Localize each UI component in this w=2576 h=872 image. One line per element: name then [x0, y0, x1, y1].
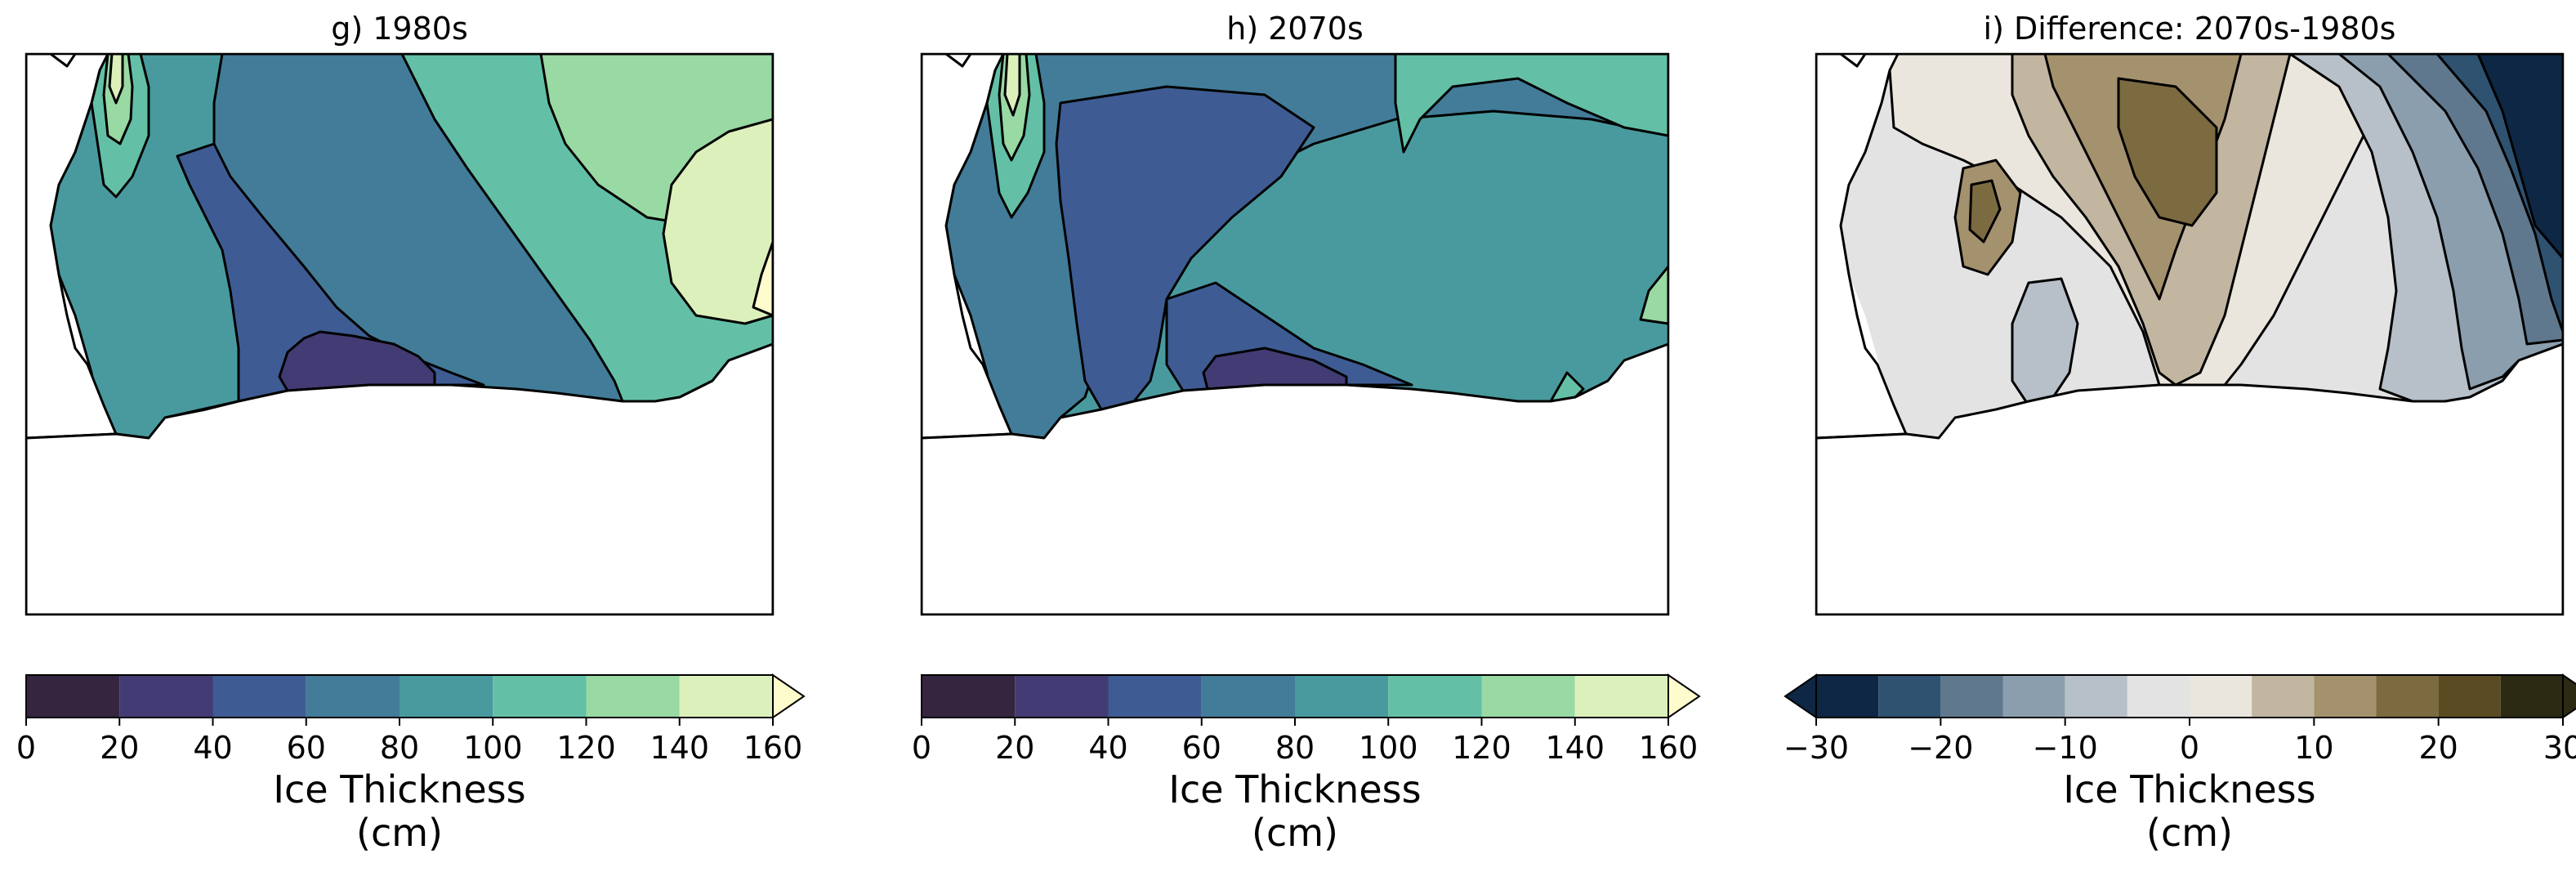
band-east-light: [1639, 265, 1668, 325]
colorbar-tick-label: 120: [556, 730, 616, 766]
colorbar-swatch: [1574, 675, 1668, 718]
map-1980s: [26, 54, 773, 615]
colorbar-swatch: [306, 675, 400, 718]
band-160: [752, 240, 773, 317]
map-2070s: [922, 54, 1668, 615]
colorbar-swatch: [1201, 675, 1295, 718]
colorbar-swatch: [2065, 675, 2127, 718]
panel-2070s: h) 2070s 0 20 40 60 80 100 1: [912, 11, 1701, 855]
colorbar-tick-label: 0: [2180, 730, 2199, 766]
colorbar-swatch: [1816, 675, 1879, 718]
colorbar-swatch: [2376, 675, 2439, 718]
colorbar-swatch: [2127, 675, 2190, 718]
colorbar-tick-label: −10: [2033, 730, 2098, 766]
panel-1980s: g) 1980s: [16, 11, 806, 855]
colorbar-swatch: [2500, 675, 2563, 718]
colorbar-swatch: [2002, 675, 2065, 718]
colorbar-label-line1: Ice Thickness: [1168, 767, 1421, 812]
map-frame-difference: [1815, 52, 2565, 616]
colorbar-tick-label: 60: [1182, 730, 1221, 766]
band-west-light3: [1003, 54, 1021, 117]
colorbar-swatch: [1015, 675, 1109, 718]
colorbar-tick-label: 120: [1452, 730, 1511, 766]
band-west-light3: [108, 54, 124, 105]
colorbar-tick-label: 40: [1088, 730, 1127, 766]
colorbar-extend-max: [2562, 673, 2576, 719]
colorbar-tick-label: −20: [1908, 730, 1973, 766]
colorbar-tick-label: 20: [995, 730, 1034, 766]
colorbar-2070s: 0 20 40 60 80 100 120 140 160 Ice Thickness (cm): [912, 673, 1701, 855]
colorbar-tick-label: 140: [1545, 730, 1605, 766]
colorbar-tick-label: 30: [2543, 730, 2576, 766]
colorbar-swatch: [400, 675, 493, 718]
colorbar-1980s: 0 20 40 60 80 100 120 140 160 Ice Thickness (cm): [16, 673, 806, 855]
colorbar-tick-label: 100: [463, 730, 523, 766]
colorbar-tick-label: −30: [1784, 730, 1849, 766]
colorbar-tick-label: 60: [287, 730, 326, 766]
colorbar-swatch: [2252, 675, 2315, 718]
colorbar-swatch: [2438, 675, 2501, 718]
band-100-120: [1394, 54, 1668, 154]
colorbar-swatch: [1940, 675, 2003, 718]
land-difference: [1816, 54, 2563, 615]
band-60-80: [1055, 85, 1315, 411]
colorbar-tick-label: 160: [743, 730, 803, 766]
colorbar-tick-label: 160: [1639, 730, 1699, 766]
colorbar-swatch: [922, 675, 1016, 718]
colorbar-swatch: [493, 675, 587, 718]
colorbar-label-line2: (cm): [1252, 811, 1338, 855]
land-2070s: [922, 54, 1668, 615]
colorbar-swatch: [1878, 675, 1941, 718]
colorbar-extend-min: [1784, 673, 1817, 719]
map-frame-2070s: [920, 52, 1670, 616]
band-west-pos2: [1968, 179, 2002, 244]
colorbar-tick-label: 20: [100, 730, 139, 766]
colorbar-extend-max: [1667, 673, 1701, 719]
colorbar-swatch: [26, 675, 120, 718]
colorbar-swatch: [1295, 675, 1389, 718]
colorbar-swatch: [586, 675, 680, 718]
colorbar-tick-label: 80: [1275, 730, 1315, 766]
band-neg-30: [2476, 54, 2563, 260]
colorbar-tick-label: 140: [650, 730, 709, 766]
colorbar-swatch: [1388, 675, 1482, 718]
map-difference: [1816, 54, 2563, 615]
colorbar-tick-label: 100: [1359, 730, 1418, 766]
colorbar-swatch: [1108, 675, 1202, 718]
colorbar-tick-label: 0: [16, 730, 36, 766]
band-140-160: [662, 118, 773, 325]
colorbar-tick-label: 20: [2418, 730, 2458, 766]
colorbar-swatch: [1481, 675, 1575, 718]
panel-difference: i) Difference: 2070s-1980s: [1784, 11, 2576, 855]
colorbar-swatch: [2190, 675, 2252, 718]
colorbar-label-line1: Ice Thickness: [273, 767, 525, 812]
colorbar-tick-label: 40: [193, 730, 232, 766]
colorbar-label-line1: Ice Thickness: [2063, 767, 2315, 812]
panel-title-difference: i) Difference: 2070s-1980s: [1984, 11, 2396, 47]
colorbar-difference: −30 −20 −10 0 10 20 30 Ice Thickness (cm): [1784, 673, 2576, 855]
colorbar-tick-label: 80: [380, 730, 419, 766]
colorbar-tick-label: 10: [2294, 730, 2333, 766]
panel-title-2070s: h) 2070s: [1226, 11, 1364, 47]
colorbar-label-line2: (cm): [2146, 811, 2233, 855]
colorbar-label-line2: (cm): [356, 811, 443, 855]
colorbar-swatch: [212, 675, 306, 718]
colorbar-swatch: [119, 675, 213, 718]
colorbar-swatch: [679, 675, 773, 718]
colorbar-tick-label: 0: [912, 730, 931, 766]
land-1980s: [26, 54, 773, 615]
band-pos-20: [2117, 77, 2218, 227]
colorbar-extend-max: [772, 673, 806, 719]
map-frame-1980s: [25, 52, 775, 616]
colorbar-swatch: [2314, 675, 2377, 718]
panel-title-1980s: g) 1980s: [331, 11, 468, 47]
